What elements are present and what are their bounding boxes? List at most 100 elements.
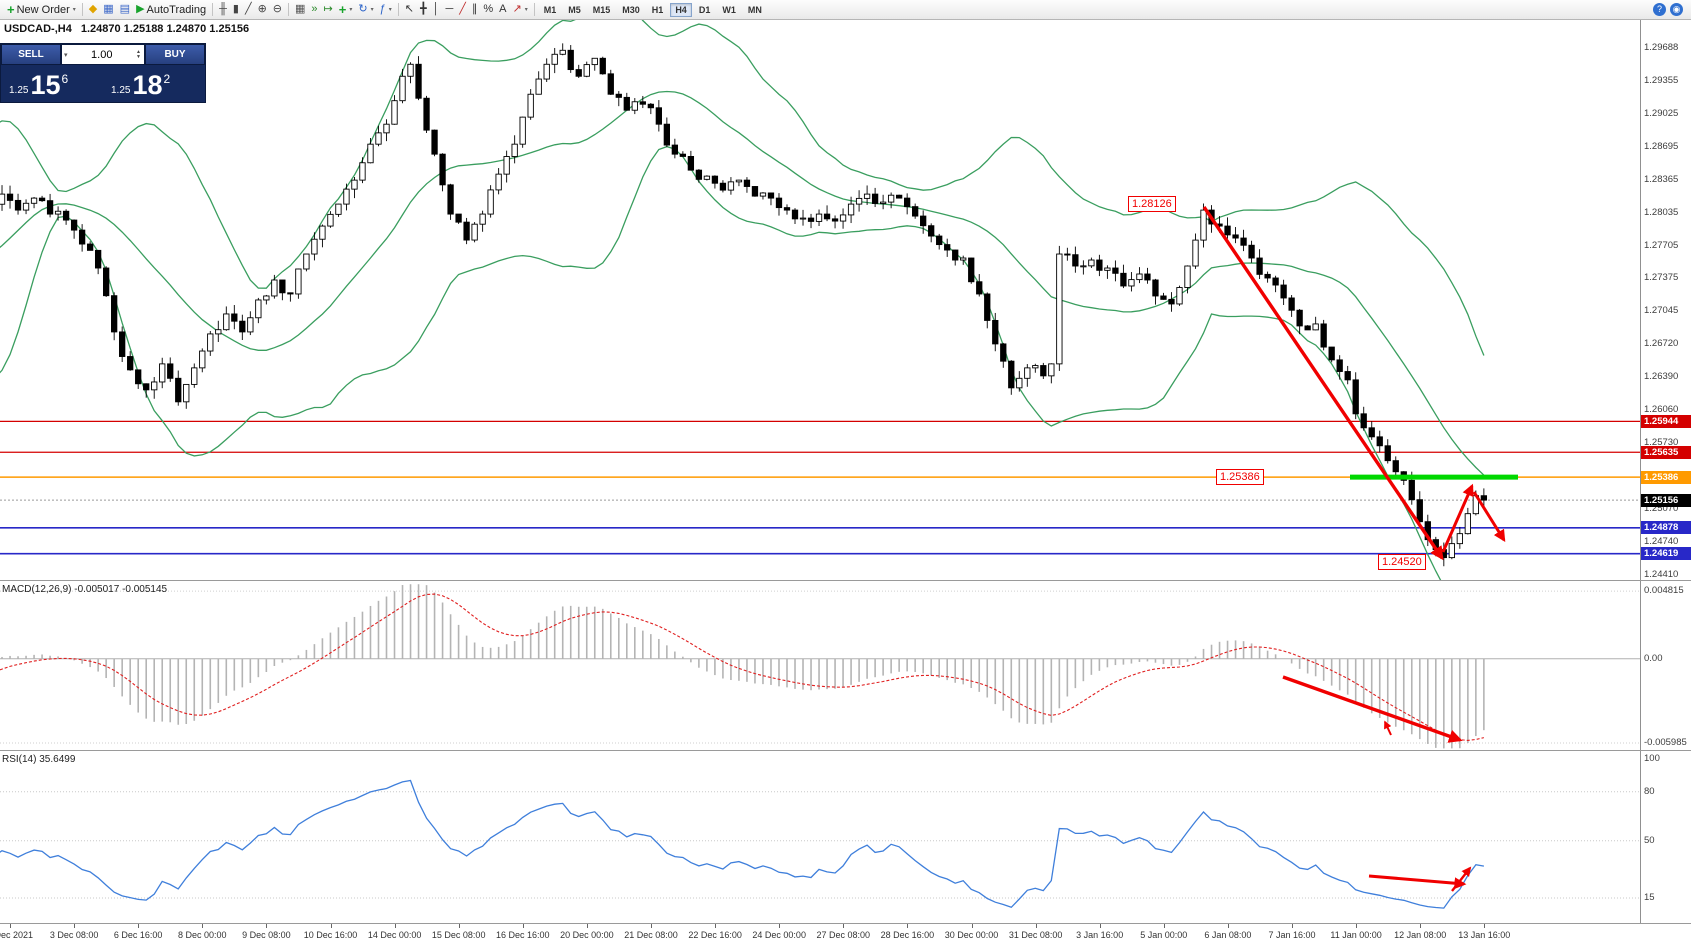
panel-separator[interactable] bbox=[0, 580, 1691, 581]
auto-scroll-button[interactable]: » bbox=[308, 1, 320, 18]
trendline-button[interactable]: ╱ bbox=[456, 1, 469, 18]
arrow-objects-button[interactable]: ↗ ▾ bbox=[510, 1, 531, 18]
panel-separator[interactable] bbox=[0, 750, 1691, 751]
volume-spinner[interactable]: ▲ ▼ bbox=[134, 50, 144, 59]
text-button[interactable]: A bbox=[496, 1, 509, 18]
cursor-button[interactable]: ↖ bbox=[402, 1, 417, 18]
time-axis-label: 6 Dec 16:00 bbox=[113, 930, 163, 940]
price-callout[interactable]: 1.24520 bbox=[1378, 554, 1426, 570]
one-click-trading-panel: SELL ▾ 1.00 ▲ ▼ BUY 1.25 15 6 1.25 18 2 bbox=[0, 43, 206, 103]
trend-arrow[interactable] bbox=[1282, 675, 1463, 743]
rsi-axis-label: 80 bbox=[1644, 785, 1655, 797]
zoom-out-button[interactable]: ⊖ bbox=[270, 1, 285, 18]
time-tick bbox=[202, 924, 204, 928]
buy-price-pips: 18 bbox=[132, 70, 163, 101]
buy-button[interactable]: BUY bbox=[145, 44, 205, 65]
timeframe-m1[interactable]: M1 bbox=[543, 4, 557, 15]
trend-arrow[interactable] bbox=[1368, 874, 1467, 890]
timeframe-m15[interactable]: M15 bbox=[592, 4, 611, 15]
chart-shift-button[interactable]: ↦ bbox=[321, 1, 336, 18]
hline-button[interactable]: ─ bbox=[442, 1, 456, 18]
autotrading-button[interactable]: ▶ AutoTrading bbox=[133, 1, 209, 18]
symbol-period-label: USDCAD-,H4 bbox=[4, 23, 72, 35]
price-callout[interactable]: 1.28126 bbox=[1128, 196, 1176, 212]
crosshair-icon: ╋ bbox=[419, 3, 427, 15]
new-order-button[interactable]: + New Order ▾ bbox=[4, 1, 79, 18]
candles-icon: ▮ bbox=[232, 3, 239, 15]
timeframe-h4[interactable]: H4 bbox=[670, 2, 692, 17]
chevron-down-icon: ▾ bbox=[388, 7, 392, 13]
chart-line-button[interactable]: ╱ bbox=[242, 1, 255, 18]
macd-signal-line bbox=[0, 593, 1485, 741]
play-icon: ▶ bbox=[136, 3, 145, 15]
timeframe-m30[interactable]: M30 bbox=[622, 4, 640, 15]
new-order-button-label: New Order bbox=[16, 3, 70, 16]
time-axis-label: 3 Jan 16:00 bbox=[1076, 930, 1124, 940]
crosshair-button[interactable]: ╋ bbox=[417, 1, 430, 18]
plus-icon: + bbox=[338, 2, 347, 17]
main-chart-panel[interactable] bbox=[0, 20, 1691, 580]
profiles-button[interactable]: ↻ ▾ bbox=[355, 1, 376, 18]
timeframe-d1[interactable]: D1 bbox=[698, 4, 711, 15]
vline-button[interactable]: │ bbox=[430, 1, 443, 18]
sell-price[interactable]: 1.25 15 6 bbox=[1, 65, 103, 102]
macd-panel[interactable] bbox=[0, 581, 1691, 750]
community-button[interactable]: ◉ bbox=[1670, 3, 1683, 16]
toolbar-separator bbox=[212, 3, 214, 16]
data-window-button[interactable]: ▤ bbox=[117, 1, 133, 18]
price-axis-label: 1.26390 bbox=[1644, 370, 1679, 382]
price-axis-label: 1.28035 bbox=[1644, 206, 1679, 218]
cursor-icon: ↖ bbox=[404, 3, 414, 15]
help-button[interactable]: ? bbox=[1653, 3, 1666, 16]
new-chart-button[interactable]: + ▾ bbox=[336, 1, 356, 18]
panel-separator[interactable] bbox=[0, 923, 1691, 924]
volume-dropdown-icon[interactable]: ▾ bbox=[64, 51, 68, 59]
zoom-in-button[interactable]: ⊕ bbox=[255, 1, 270, 18]
price-callout[interactable]: 1.25386 bbox=[1216, 469, 1264, 485]
spinner-up-icon[interactable]: ▲ bbox=[136, 49, 141, 55]
trend-arrow[interactable] bbox=[1202, 206, 1444, 561]
support-resistance-zone[interactable] bbox=[1350, 474, 1518, 480]
time-tick bbox=[1163, 924, 1165, 928]
horizontal-line-icon: ─ bbox=[445, 3, 454, 15]
trend-arrow[interactable] bbox=[1384, 720, 1392, 736]
indicators-button[interactable]: ƒ ▾ bbox=[377, 1, 395, 18]
rsi-panel[interactable] bbox=[0, 751, 1691, 923]
spinner-down-icon[interactable]: ▼ bbox=[136, 53, 141, 60]
level-price-tag: 1.25944 bbox=[1641, 414, 1691, 428]
trend-arrow[interactable] bbox=[1472, 491, 1506, 543]
trend-arrow[interactable] bbox=[1451, 866, 1472, 892]
rsi-readout: RSI(14) 35.6499 bbox=[2, 754, 75, 765]
market-watch-button[interactable]: ▦ bbox=[100, 1, 116, 18]
timeframe-w1[interactable]: W1 bbox=[722, 4, 736, 15]
price-axis-label: 1.24410 bbox=[1644, 568, 1679, 580]
timeframe-m5[interactable]: M5 bbox=[568, 4, 581, 15]
time-tick bbox=[1035, 924, 1037, 928]
chevron-down-icon: ▾ bbox=[370, 7, 374, 13]
time-tick bbox=[10, 924, 11, 928]
arrow-icon: ↗ bbox=[512, 3, 522, 15]
time-axis-label: 22 Dec 16:00 bbox=[688, 930, 742, 940]
tile-windows-button[interactable]: ▦ bbox=[292, 1, 308, 18]
trade-panel-prices: 1.25 15 6 1.25 18 2 bbox=[1, 65, 205, 102]
price-axis-label: 1.25730 bbox=[1644, 436, 1679, 448]
channel-button[interactable]: ∥ bbox=[469, 1, 481, 18]
buy-price[interactable]: 1.25 18 2 bbox=[103, 65, 205, 102]
level-lines[interactable] bbox=[0, 420, 1640, 555]
time-axis[interactable]: 2 Dec 2021 3 Dec 08:00 6 Dec 16:00 8 Dec 00… bbox=[0, 924, 1691, 945]
fibonacci-button[interactable]: % bbox=[480, 1, 496, 18]
sell-button[interactable]: SELL bbox=[1, 44, 61, 65]
level-price-tag: 1.25635 bbox=[1641, 445, 1691, 459]
timeframe-mn[interactable]: MN bbox=[747, 4, 762, 15]
price-axis-label: 1.25070 bbox=[1644, 502, 1679, 514]
time-axis-label: 27 Dec 08:00 bbox=[816, 930, 871, 940]
timeframe-h1[interactable]: H1 bbox=[651, 4, 664, 15]
chart-candles-button[interactable]: ▮ bbox=[230, 1, 242, 18]
shift-icon: ↦ bbox=[323, 3, 333, 15]
chart-bars-button[interactable]: ╫ bbox=[216, 1, 230, 18]
time-axis-label: 6 Jan 08:00 bbox=[1204, 930, 1252, 940]
trend-arrow[interactable] bbox=[1441, 483, 1474, 553]
volume-input[interactable]: ▾ 1.00 ▲ ▼ bbox=[61, 44, 145, 65]
mql5-button[interactable]: ◆ bbox=[86, 1, 100, 18]
vertical-line-icon: │ bbox=[432, 3, 440, 15]
